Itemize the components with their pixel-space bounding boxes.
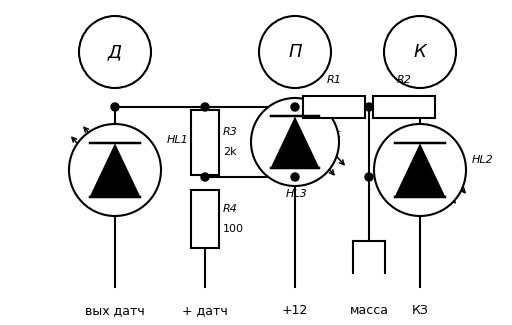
Text: HL2: HL2	[472, 155, 494, 165]
Circle shape	[365, 173, 373, 181]
Bar	[191, 190, 219, 248]
Text: R2: R2	[397, 75, 412, 85]
Text: П: П	[288, 43, 302, 61]
Bar	[303, 96, 365, 118]
Text: HL1: HL1	[167, 135, 189, 145]
Text: КЗ: КЗ	[412, 304, 429, 317]
Bar	[373, 96, 435, 118]
Polygon shape	[395, 143, 445, 197]
Circle shape	[365, 103, 373, 111]
Polygon shape	[90, 143, 140, 197]
Text: 2k: 2k	[223, 147, 237, 157]
Circle shape	[69, 124, 161, 216]
Circle shape	[374, 124, 466, 216]
Text: R4: R4	[223, 204, 238, 214]
Text: + датч: + датч	[182, 304, 228, 317]
Circle shape	[291, 103, 299, 111]
Circle shape	[291, 173, 299, 181]
Text: К: К	[414, 43, 426, 61]
Polygon shape	[271, 116, 319, 167]
Text: 2k: 2k	[397, 129, 411, 139]
Text: 2k: 2k	[327, 129, 341, 139]
Circle shape	[201, 103, 209, 111]
Text: 100: 100	[223, 224, 244, 234]
Text: R1: R1	[327, 75, 342, 85]
Text: Д: Д	[108, 43, 122, 61]
Circle shape	[111, 103, 119, 111]
Text: +12: +12	[282, 304, 308, 317]
Text: HL3: HL3	[286, 189, 308, 199]
Bar	[191, 110, 219, 175]
Text: вых датч: вых датч	[85, 304, 145, 317]
Circle shape	[251, 98, 339, 186]
Circle shape	[201, 173, 209, 181]
Text: масса: масса	[350, 304, 389, 317]
Text: R3: R3	[223, 127, 238, 137]
